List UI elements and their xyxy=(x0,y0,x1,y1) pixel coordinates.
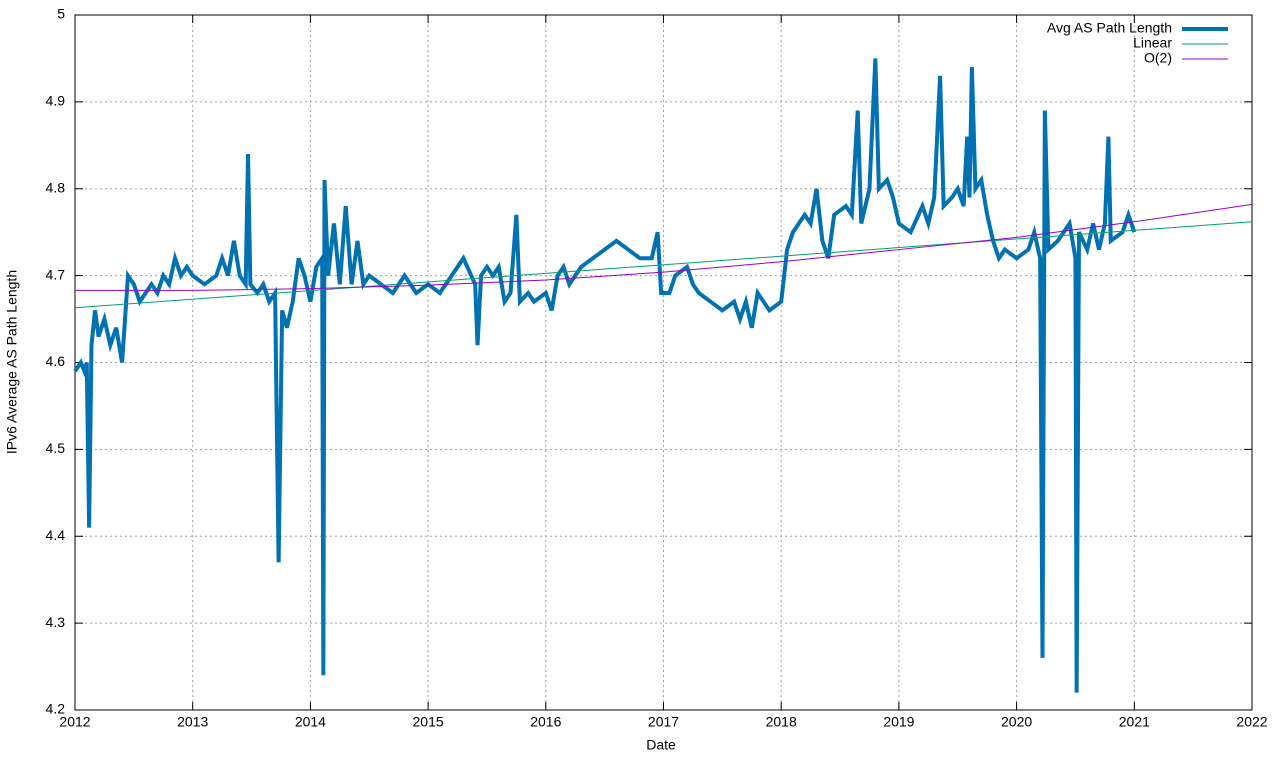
x-tick-label: 2018 xyxy=(766,714,797,730)
x-axis-title: Date xyxy=(646,737,676,753)
plot-border xyxy=(74,14,1253,711)
x-tick-label: 2013 xyxy=(177,714,208,730)
y-tick-label: 4.6 xyxy=(46,353,66,369)
legend-label: O(2) xyxy=(1144,50,1172,66)
series-line xyxy=(73,58,1137,693)
series-line xyxy=(75,203,1253,291)
y-tick-label: 4.5 xyxy=(46,440,66,456)
x-tick-label: 2019 xyxy=(883,714,914,730)
x-tick-label: 2012 xyxy=(59,714,90,730)
y-tick-label: 5 xyxy=(57,6,65,22)
x-tick-label: 2021 xyxy=(1119,714,1150,730)
y-tick-label: 4.8 xyxy=(46,179,66,195)
y-tick-label: 4.7 xyxy=(46,266,66,282)
legend-label: Linear xyxy=(1133,35,1172,51)
x-tick-label: 2020 xyxy=(1001,714,1032,730)
x-tick-label: 2014 xyxy=(295,714,326,730)
x-tick-label: 2022 xyxy=(1236,714,1267,730)
x-tick-label: 2017 xyxy=(648,714,679,730)
legend-label: Avg AS Path Length xyxy=(1047,20,1172,36)
series-line xyxy=(74,221,1253,309)
y-tick-label: 4.9 xyxy=(46,93,66,109)
x-tick-label: 2016 xyxy=(530,714,561,730)
y-tick-label: 4.2 xyxy=(46,701,66,717)
y-axis-title: IPv6 Average AS Path Length xyxy=(4,270,20,454)
y-tick-label: 4.4 xyxy=(46,527,66,543)
y-tick-label: 4.3 xyxy=(46,614,66,630)
x-tick-label: 2015 xyxy=(413,714,444,730)
